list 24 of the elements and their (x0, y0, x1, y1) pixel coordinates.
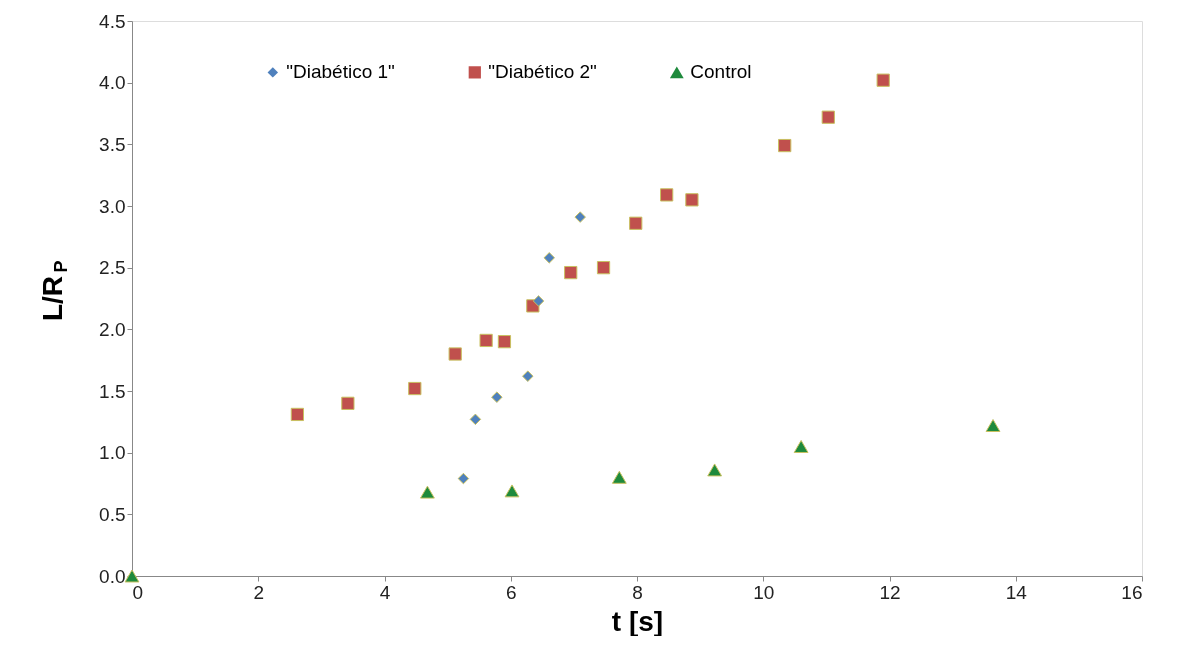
y-tick-label: 0.0 (99, 565, 126, 587)
x-tick-label: 4 (379, 581, 391, 603)
x-tick-label: 10 (753, 581, 775, 603)
x-tick-label: 2 (253, 581, 265, 603)
y-axis-title: L/RP (37, 260, 71, 322)
legend-label: Control (690, 61, 752, 83)
x-axis-title: t [s] (611, 605, 664, 637)
x-tick-label: 0 (132, 581, 144, 603)
y-tick-label: 3.0 (99, 195, 126, 217)
y-tick-label: 4.0 (99, 72, 126, 94)
x-tick-label: 6 (505, 581, 517, 603)
y-tick-label: 1.5 (99, 380, 126, 402)
x-tick-label: 14 (1005, 581, 1028, 603)
y-tick-label: 2.5 (99, 257, 126, 279)
legend-label: "Diabético 2" (488, 61, 597, 83)
x-tick-label: 16 (1121, 581, 1143, 603)
y-tick-label: 0.5 (99, 503, 126, 525)
x-tick-label: 8 (632, 581, 643, 603)
legend-label: "Diabético 1" (286, 61, 395, 83)
y-tick-label: 2.0 (99, 318, 126, 340)
y-tick-label: 3.5 (99, 133, 126, 155)
y-tick-label: 1.0 (99, 442, 126, 464)
y-tick-label: 4.5 (99, 10, 126, 32)
x-tick-label: 12 (879, 581, 901, 603)
